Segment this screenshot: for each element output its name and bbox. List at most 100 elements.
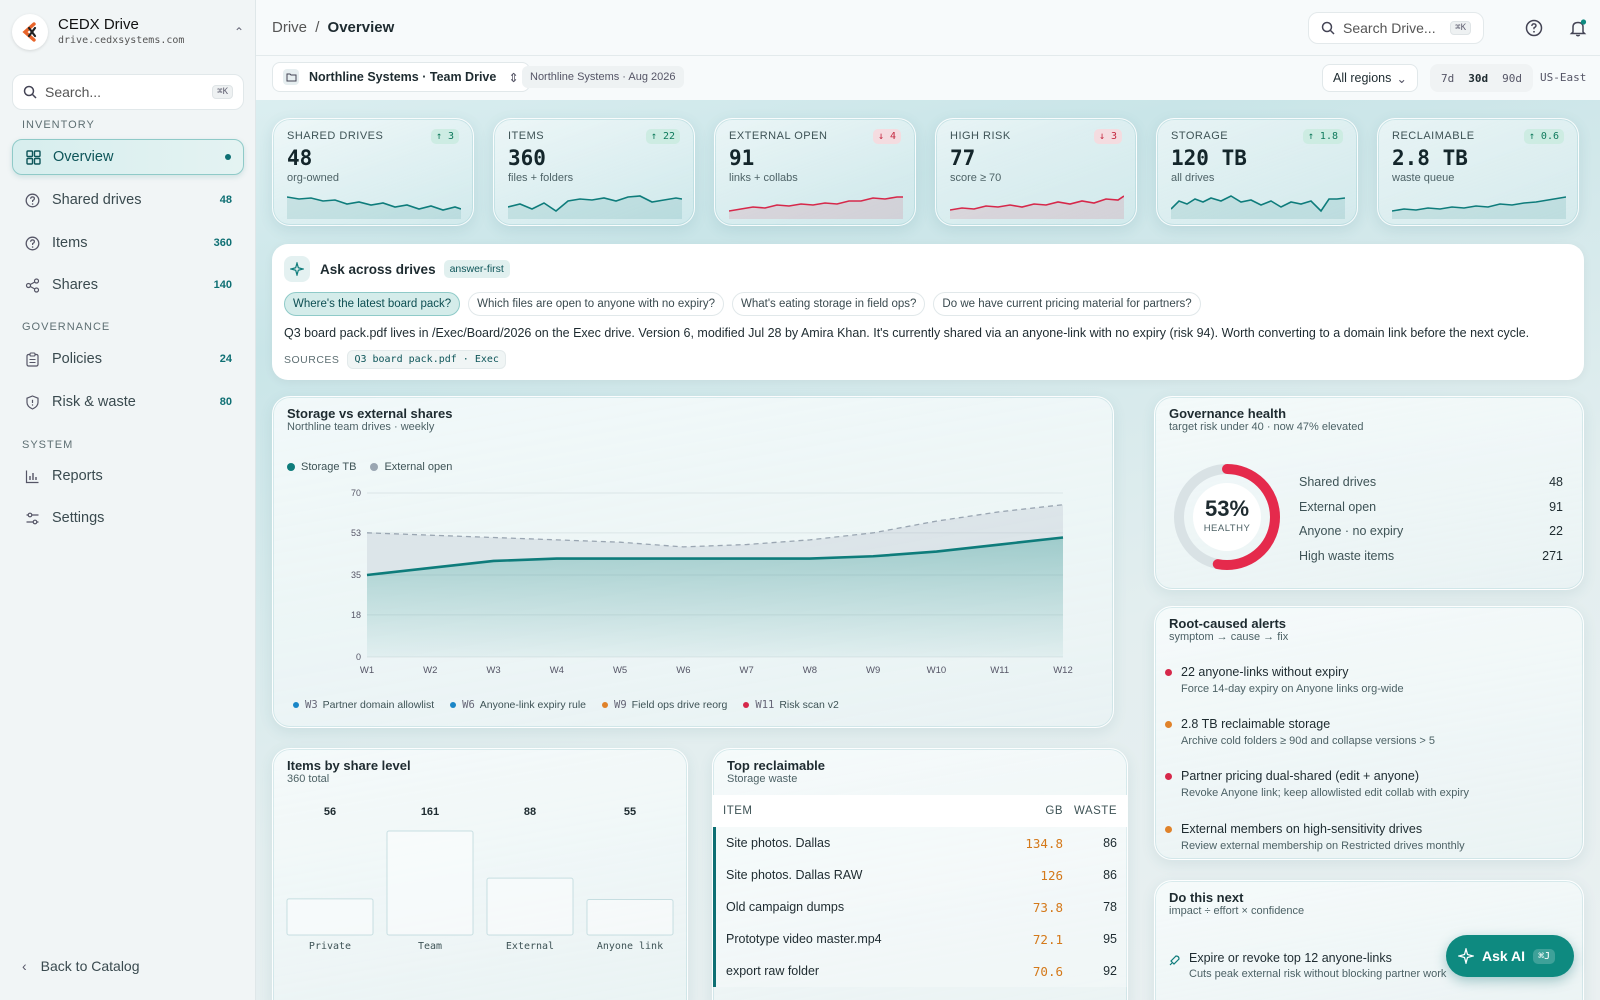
- annotation-dot: [743, 702, 750, 708]
- suggestion-chip[interactable]: Where's the latest board pack?: [284, 292, 461, 316]
- time-range-toggle[interactable]: 7d 30d 90d: [1430, 64, 1533, 92]
- bar-category-label: External: [506, 941, 554, 952]
- kpi-sub: org-owned: [287, 172, 339, 184]
- alert-item[interactable]: Partner pricing dual-shared (edit + anyo…: [1165, 769, 1565, 799]
- ask-ai-button[interactable]: Ask AI ⌘J: [1446, 935, 1574, 977]
- next-action-item[interactable]: Expire or revoke top 12 anyone-links Cut…: [1167, 951, 1573, 980]
- bell-icon[interactable]: [1568, 18, 1588, 38]
- kpi-sub: score ≥ 70: [950, 172, 1002, 184]
- gov-value: 22: [1549, 524, 1563, 538]
- sidebar-item-label: Shared drives: [52, 192, 142, 208]
- y-tick-label: 70: [351, 488, 361, 498]
- sidebar-item-risk-waste[interactable]: Risk & waste 80: [12, 384, 244, 420]
- kpi-card-items[interactable]: ITEMS 360 files + folders ↑ 22: [493, 118, 695, 226]
- col-item[interactable]: ITEM: [723, 805, 753, 817]
- kpi-label: ITEMS: [508, 130, 545, 142]
- alert-fix: Archive cold folders ≥ 90d and collapse …: [1181, 735, 1435, 747]
- sidebar-item-shared-drives[interactable]: Shared drives 48: [12, 182, 244, 218]
- kpi-value: 91: [729, 146, 755, 170]
- kpi-card-external-open[interactable]: EXTERNAL OPEN 91 links + collabs ↓ 4: [714, 118, 916, 226]
- sidebar-item-label: Settings: [52, 510, 105, 526]
- table-row[interactable]: Prototype video master.mp4 72.1 95: [713, 923, 1127, 955]
- annotation-dot: [602, 702, 608, 708]
- chevron-down-icon: ⌄: [1396, 71, 1407, 86]
- annotation-label: Anyone-link expiry rule: [479, 699, 586, 711]
- kpi-label: EXTERNAL OPEN: [729, 130, 828, 142]
- x-tick-label: W4: [550, 665, 564, 676]
- suggestion-chip[interactable]: What's eating storage in field ops?: [731, 292, 926, 316]
- row-waste: 95: [1103, 932, 1117, 946]
- drive-selector-label: Northline Systems · Team Drive: [309, 70, 497, 84]
- alert-item[interactable]: 22 anyone-links without expiry Force 14-d…: [1165, 665, 1565, 695]
- table-row[interactable]: Old campaign dumps 73.8 78: [713, 891, 1127, 923]
- x-tick-label: W11: [990, 665, 1009, 676]
- annotation-legend: W3 Partner domain allowlist W6 Anyone-link…: [293, 699, 839, 711]
- kpi-sparkline: [508, 195, 682, 219]
- alert-title: External members on high-sensitivity dri…: [1181, 822, 1423, 836]
- alert-item[interactable]: External members on high-sensitivity dri…: [1165, 822, 1565, 852]
- x-tick-label: W2: [423, 665, 437, 676]
- kpi-value: 360: [508, 146, 546, 170]
- drive-selector[interactable]: Northline Systems · Team Drive ⇕: [272, 62, 530, 92]
- alert-title: 2.8 TB reclaimable storage: [1181, 717, 1331, 731]
- chart-subtitle: Northline team drives · weekly: [287, 421, 435, 433]
- gov-value: 48: [1549, 475, 1563, 489]
- workspace-switcher[interactable]: CEDX Drive drive.cedxsystems.com ⌃: [12, 14, 244, 50]
- alert-item[interactable]: 2.8 TB reclaimable storage Archive cold f…: [1165, 717, 1565, 747]
- bar-team: [386, 830, 474, 936]
- kpi-card-storage[interactable]: STORAGE 120 TB all drives ↑ 1.8: [1156, 118, 1358, 226]
- bar-value-label: 88: [524, 807, 536, 818]
- kpi-card-shared-drives[interactable]: SHARED DRIVES 48 org-owned ↑ 3: [272, 118, 474, 226]
- back-to-catalog-link[interactable]: ‹ Back to Catalog: [22, 958, 140, 974]
- help-icon[interactable]: [1524, 18, 1544, 38]
- sidebar-item-policies[interactable]: Policies 24: [12, 341, 244, 377]
- sidebar-search-input[interactable]: Search... ⌘K: [12, 74, 244, 110]
- col-gb[interactable]: GB: [1045, 805, 1063, 817]
- bar-anyone-link: [586, 898, 674, 936]
- share-level-panel: Items by share level 360 total 56 Private…: [272, 748, 688, 1000]
- table-row[interactable]: export raw folder 70.6 92: [713, 955, 1127, 987]
- range-7d[interactable]: 7d: [1441, 71, 1455, 85]
- section-governance: GOVERNANCE: [22, 321, 111, 333]
- ask-ai-shortcut: ⌘J: [1533, 948, 1556, 964]
- sidebar-item-label: Risk & waste: [52, 394, 136, 410]
- range-90d[interactable]: 90d: [1502, 71, 1522, 85]
- suggestion-chip[interactable]: Which files are open to anyone with no e…: [468, 292, 724, 316]
- sidebar-item-overview[interactable]: Overview: [12, 139, 244, 175]
- range-30d[interactable]: 30d: [1468, 71, 1489, 85]
- annotation-week: W11: [755, 699, 775, 711]
- kpi-card-high-risk[interactable]: HIGH RISK 77 score ≥ 70 ↓ 3: [935, 118, 1137, 226]
- table-row[interactable]: Site photos. Dallas 134.8 86: [713, 827, 1127, 859]
- sidebar-item-items[interactable]: Items 360: [12, 225, 244, 261]
- storage-tb-line: [366, 536, 1064, 577]
- health-status: HEALTHY: [1203, 523, 1251, 534]
- back-label: Back to Catalog: [40, 958, 140, 974]
- annotation-week: W3: [305, 699, 318, 711]
- kpi-value: 48: [287, 146, 313, 170]
- sidebar-item-reports[interactable]: Reports: [12, 458, 244, 494]
- breadcrumb: Drive / Overview: [272, 19, 394, 36]
- bar-external: [486, 877, 574, 936]
- sidebar-item-shares[interactable]: Shares 140: [12, 267, 244, 303]
- region-select-value: All regions: [1333, 71, 1392, 85]
- col-waste[interactable]: WASTE: [1074, 805, 1117, 817]
- global-search-input[interactable]: Search Drive... ⌘K: [1308, 12, 1484, 44]
- help-circle-icon: [24, 192, 40, 208]
- bar-category-label: Anyone link: [597, 941, 663, 952]
- kpi-card-reclaimable[interactable]: RECLAIMABLE 2.8 TB waste queue ↑ 0.6: [1377, 118, 1579, 226]
- ask-answer: Q3 board pack.pdf lives in /Exec/Board/2…: [284, 326, 1530, 340]
- gov-label: High waste items: [1299, 549, 1395, 563]
- x-tick-label: W1: [360, 665, 374, 676]
- kpi-delta: ↑ 3: [430, 129, 459, 144]
- chevron-updown-icon[interactable]: ⌃: [233, 25, 244, 39]
- suggestion-chip[interactable]: Do we have current pricing material for …: [933, 292, 1201, 316]
- sidebar-item-settings[interactable]: Settings: [12, 500, 244, 536]
- table-row[interactable]: Site photos. Dallas RAW 126 86: [713, 859, 1127, 891]
- region-select[interactable]: All regions ⌄: [1322, 64, 1418, 92]
- breadcrumb-root[interactable]: Drive: [272, 19, 308, 36]
- kpi-label: STORAGE: [1171, 130, 1229, 142]
- source-chip[interactable]: Q3 board pack.pdf · Exec: [347, 350, 506, 369]
- gov-value: 91: [1549, 500, 1563, 514]
- reclaimable-subtitle: Storage waste: [727, 773, 798, 785]
- top-bar: Drive / Overview Search Drive... ⌘K: [256, 0, 1600, 56]
